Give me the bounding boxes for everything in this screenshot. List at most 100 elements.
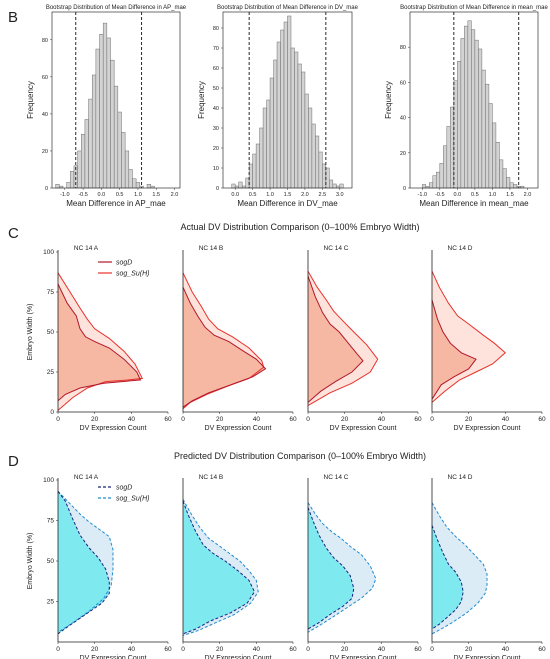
panel-letter-b: B <box>8 9 18 26</box>
dv-subplot-2: 0 20 40 60 DV Expression Count NC 14 B <box>181 245 297 432</box>
hist-bar <box>301 71 306 189</box>
hist-bar <box>297 63 302 189</box>
hist-bar <box>88 98 93 189</box>
histogram-2: 0.0 0.5 1.0 1.5 2.0 2.5 3.0 0 10 20 30 40 50 60 70 80 Bo… <box>197 5 359 208</box>
hist-bar <box>485 83 490 189</box>
hist-bar <box>432 175 437 189</box>
y-tick-label: 0 <box>45 186 48 192</box>
sogd-area <box>308 507 354 629</box>
y-tick-label: 60 <box>213 66 219 72</box>
hist-bar <box>55 184 60 189</box>
hist-bar <box>121 132 126 189</box>
sogd-area <box>432 300 476 400</box>
legend-label-sogd: sogD <box>116 485 132 492</box>
hist-bar <box>450 106 455 189</box>
x-axis-label: DV Expression Count <box>205 655 272 659</box>
x-tick-label: 1.0 <box>134 192 142 198</box>
y-tick-label: 40 <box>213 106 219 112</box>
y-axis-label: Frequency <box>26 81 35 119</box>
legend: sogD sog_Su(H) <box>98 260 149 278</box>
x-tick-label: 40 <box>128 646 136 653</box>
x-tick-label: 2.0 <box>301 192 309 198</box>
hist-bar <box>481 69 486 189</box>
subplot-title: NC 14 C <box>324 245 349 252</box>
hist-bar <box>474 39 479 189</box>
sogd-line <box>57 283 142 402</box>
x-tick-label: 0.0 <box>454 192 462 198</box>
hist-bar <box>339 183 344 189</box>
y-tick-label: 25 <box>47 369 55 376</box>
y-tick-label: 80 <box>42 38 48 44</box>
hist-bar <box>146 184 151 189</box>
sogd-line <box>431 299 477 400</box>
hist-bar <box>231 183 236 189</box>
hist-bar <box>283 21 288 189</box>
x-tick-label: 60 <box>289 646 297 653</box>
y-tick-label: 20 <box>400 151 406 157</box>
hist-bar <box>506 177 511 189</box>
x-axis-label: DV Expression Count <box>454 655 521 659</box>
hist-bar <box>95 48 100 189</box>
x-tick-label: -0.5 <box>78 192 87 198</box>
y-axis-label: Embryo Width (%) <box>27 533 34 590</box>
hist-bar <box>478 48 483 189</box>
hist-bar <box>91 74 97 189</box>
sogd-line <box>182 500 256 635</box>
x-tick-label: 0 <box>430 646 434 653</box>
y-axis-label: Embryo Width (%) <box>27 304 34 361</box>
x-tick-label: 0.0 <box>231 192 239 198</box>
histogram-3: -1.0 -0.5 0.0 0.5 1.0 1.5 2.0 0 20 40 60 80 Bootstra… <box>384 5 548 208</box>
hist-bar <box>311 123 316 189</box>
sogd-line <box>307 507 355 630</box>
x-axis-label: DV Expression Count <box>80 655 147 659</box>
dv-subplot-1: 0 20 40 60 DV Expression Count NC 14 A 0 25 50 75… <box>27 245 172 432</box>
hist-bar <box>99 33 104 189</box>
sogd-line <box>57 491 110 635</box>
x-tick-label: 1.0 <box>266 192 274 198</box>
hist-bar <box>287 15 292 189</box>
hist-bar <box>429 182 434 189</box>
y-tick-label: 60 <box>400 80 406 86</box>
panel-letter-d: D <box>8 453 19 470</box>
histogram-title: Bootstrap Distribution of Mean Differenc… <box>46 5 187 11</box>
hist-bar <box>259 127 264 189</box>
x-tick-label: 20 <box>465 646 473 653</box>
x-tick-label: 20 <box>91 646 99 653</box>
x-tick-label: 40 <box>378 416 386 423</box>
sog-su-h-line <box>182 499 259 636</box>
x-tick-label: 0 <box>56 416 60 423</box>
hist-bar <box>273 59 278 189</box>
dv-subplot-1: 0 20 40 60 DV Expression Count NC 14 A 25 50 75 1… <box>27 474 172 659</box>
x-tick-label: 0.5 <box>471 192 479 198</box>
dv-subplot-3: 0 20 40 60 DV Expression Count NC 14 C <box>306 245 422 432</box>
x-tick-label: 20 <box>465 416 473 423</box>
hist-bar <box>269 77 274 189</box>
sog-su-h-line <box>182 272 265 410</box>
x-tick-label: 0 <box>181 646 185 653</box>
panel-letter-c: C <box>8 225 19 242</box>
legend-label-sogd: sogD <box>116 260 132 267</box>
y-axis-label: Frequency <box>384 81 393 119</box>
x-tick-label: 40 <box>253 646 261 653</box>
panel-d-title: Predicted DV Distribution Comparison (0–… <box>174 451 426 461</box>
x-axis-label: DV Expression Count <box>205 425 272 432</box>
x-tick-label: 0 <box>306 416 310 423</box>
hist-bar <box>332 183 337 189</box>
hist-bar <box>467 20 472 189</box>
x-tick-label: 20 <box>341 646 349 653</box>
x-axis-label: DV Expression Count <box>454 425 521 432</box>
hist-bar <box>446 126 451 189</box>
x-tick-label: 0.5 <box>116 192 124 198</box>
sog-su-h-line <box>431 502 488 635</box>
hist-bar <box>457 61 462 189</box>
hist-bar <box>422 184 427 189</box>
hist-bar <box>245 177 250 189</box>
y-tick-label: 20 <box>213 146 219 152</box>
hist-bar <box>492 122 497 189</box>
x-tick-label: 0 <box>181 416 185 423</box>
hist-bar <box>318 151 323 189</box>
x-tick-label: -0.5 <box>435 192 444 198</box>
hist-bar <box>238 181 243 189</box>
hist-bar <box>252 153 257 189</box>
predicted-dv-row: 0 20 40 60 DV Expression Count NC 14 A 25 50 75 1… <box>27 474 546 659</box>
